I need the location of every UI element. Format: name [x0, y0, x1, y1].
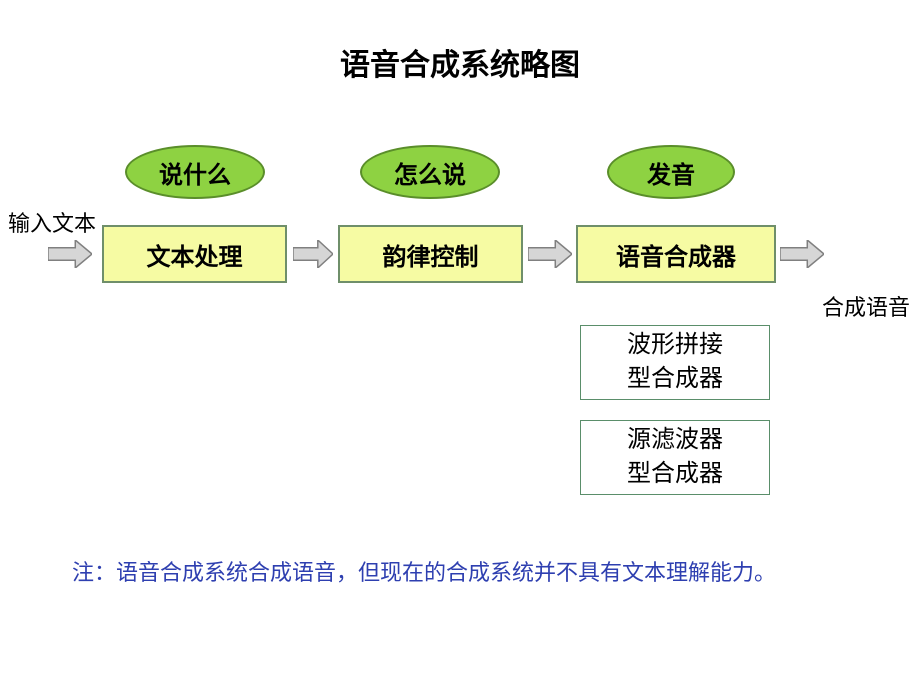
ellipse-how-label: 怎么说	[394, 155, 466, 190]
box-prosody-control-label: 韵律控制	[383, 237, 479, 272]
ellipse-what-label: 说什么	[159, 155, 231, 190]
subbox-waveform-label: 波形拼接 型合成器	[627, 329, 723, 396]
ellipse-what: 说什么	[125, 145, 265, 199]
ellipse-voice-label: 发音	[647, 155, 695, 190]
arrow-4	[780, 240, 824, 268]
ellipse-how: 怎么说	[360, 145, 500, 199]
arrow-3	[528, 240, 572, 268]
subbox-source: 源滤波器 型合成器	[580, 420, 770, 495]
arrow-1	[48, 240, 92, 268]
box-text-processing-label: 文本处理	[147, 237, 243, 272]
box-prosody-control: 韵律控制	[338, 225, 523, 283]
label-output-text: 合成语音	[822, 290, 910, 322]
footnote: 注：语音合成系统合成语音，但现在的合成系统并不具有文本理解能力。	[72, 555, 776, 587]
label-input-text: 输入文本	[8, 206, 96, 238]
page-title: 语音合成系统略图	[0, 40, 920, 84]
box-synthesizer: 语音合成器	[576, 225, 776, 283]
subbox-waveform: 波形拼接 型合成器	[580, 325, 770, 400]
subbox-source-label: 源滤波器 型合成器	[627, 424, 723, 491]
box-text-processing: 文本处理	[102, 225, 287, 283]
ellipse-voice: 发音	[607, 145, 735, 199]
box-synthesizer-label: 语音合成器	[616, 237, 736, 272]
arrow-2	[293, 240, 333, 268]
